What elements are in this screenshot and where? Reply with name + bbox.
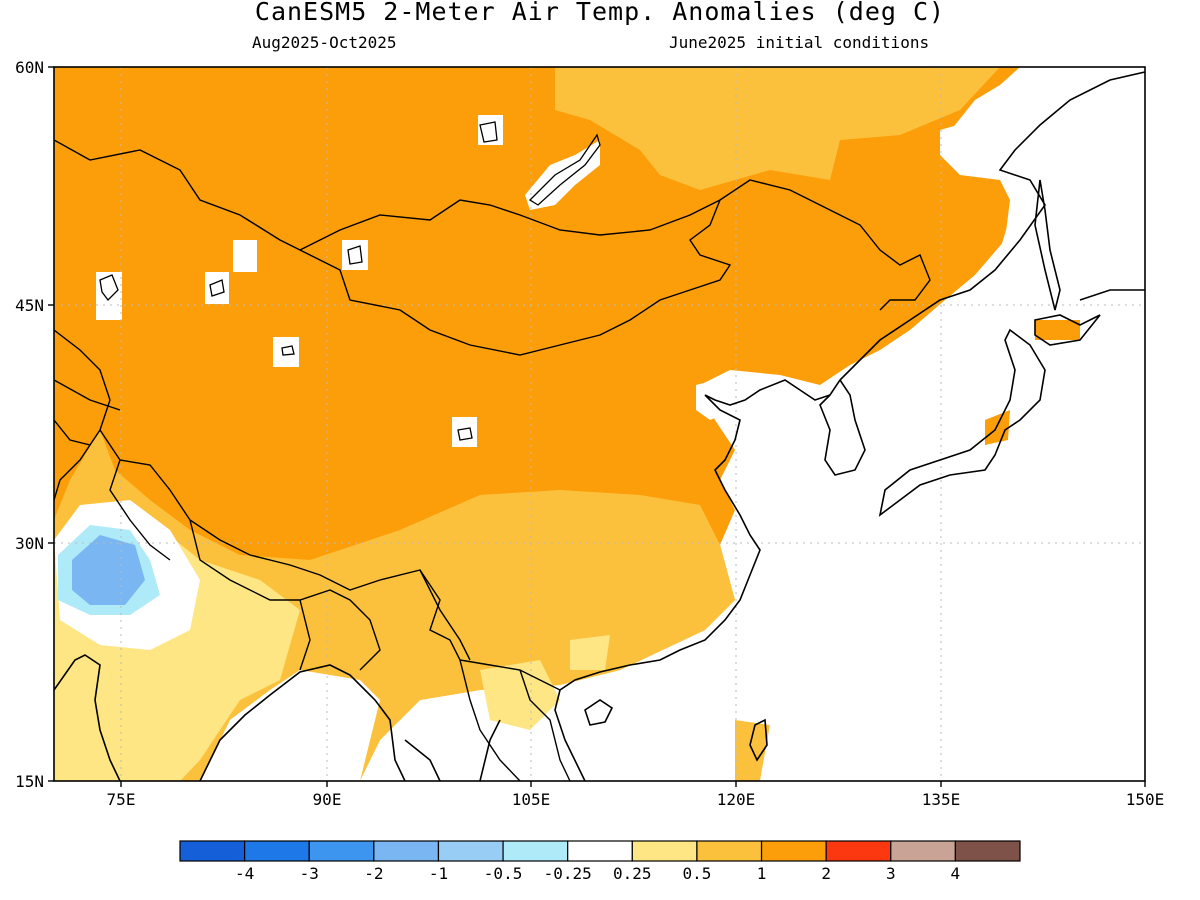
- colorbar-swatch: [373, 840, 440, 862]
- colorbar-label: -4: [234, 864, 255, 883]
- colorbar-swatch: [760, 840, 827, 862]
- anomaly-neg-1-region: [72, 535, 145, 605]
- colorbar-label: 1: [756, 864, 767, 883]
- lat-label-45n: 45N: [15, 296, 44, 315]
- colorbar-label: 2: [821, 864, 831, 883]
- graticule: [54, 67, 1145, 781]
- colorbar-label: -3: [299, 864, 319, 883]
- colorbar-swatch: [954, 840, 1021, 862]
- colorbar-label: 4: [950, 864, 961, 883]
- axis-ticks: [48, 66, 1146, 787]
- anomaly-0.5-to-1-north: [555, 67, 1000, 190]
- map-title: CanESM5 2-Meter Air Temp. Anomalies (deg…: [254, 0, 946, 26]
- anomaly-fill: [54, 67, 1145, 781]
- colorbar-swatch: [502, 840, 569, 862]
- colorbar-swatch: [244, 840, 310, 862]
- colorbar-label: 0.25: [613, 864, 652, 883]
- ocean-bay-of-bengal: [200, 670, 380, 781]
- initial-conditions: June2025 initial conditions: [669, 33, 930, 52]
- lakes: [99, 121, 601, 441]
- colorbar-swatch: [308, 840, 375, 862]
- lon-label-90e: 90E: [312, 790, 342, 809]
- colorbar-swatch: [179, 840, 246, 862]
- colorbar-swatch: [696, 840, 763, 862]
- colorbar-swatch: [631, 840, 698, 862]
- colorbar-swatch: [437, 840, 504, 862]
- colorbar-label: -2: [364, 864, 384, 883]
- colorbar-label: -0.25: [543, 864, 592, 883]
- lat-label-60n: 60N: [15, 58, 44, 77]
- lon-label-120e: 120E: [716, 790, 756, 809]
- ocean-pacific: [735, 67, 1145, 781]
- colorbar-label: 0.5: [682, 864, 712, 883]
- lon-label-135e: 135E: [921, 790, 961, 809]
- colorbar-swatch: [825, 840, 892, 862]
- colorbar-label: -1: [428, 864, 449, 883]
- colorbar-swatch: [567, 840, 633, 862]
- borders: [54, 139, 931, 781]
- colorbar-label: -0.5: [483, 864, 523, 883]
- forecast-period: Aug2025-Oct2025: [252, 33, 397, 52]
- lat-label-30n: 30N: [15, 534, 44, 553]
- coastlines: [54, 71, 1145, 781]
- colorbar-swatch: [890, 840, 956, 862]
- colorbar: [179, 840, 1021, 862]
- lon-label-150e: 150E: [1125, 790, 1165, 809]
- lon-label-105e: 105E: [511, 790, 551, 809]
- colorbar-label: 3: [885, 864, 896, 883]
- map-frame: [53, 66, 1146, 782]
- lon-label-75e: 75E: [106, 790, 136, 809]
- lat-label-15n: 15N: [15, 772, 44, 791]
